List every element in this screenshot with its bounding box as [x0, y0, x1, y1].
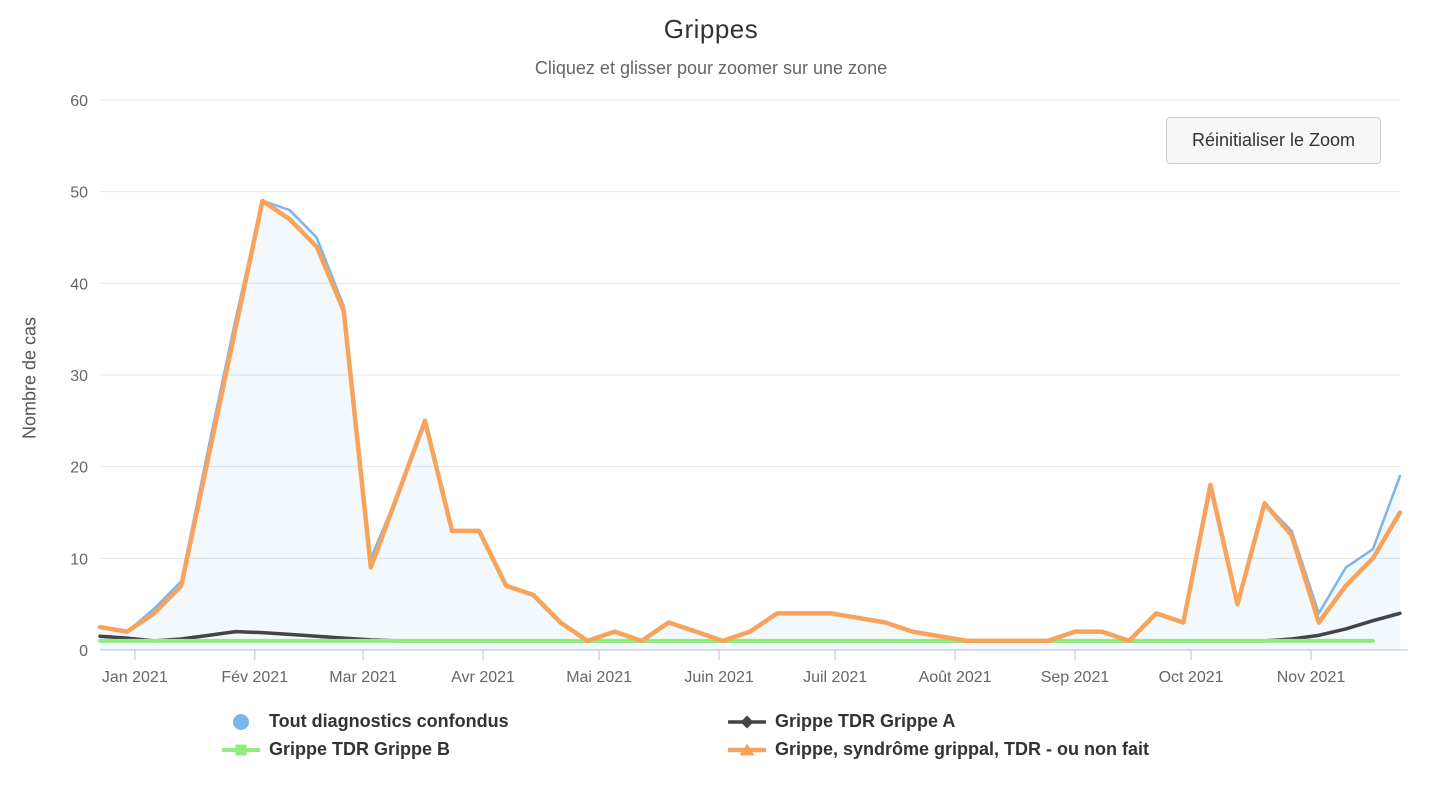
legend-item-grippe-tdr-grippe-b[interactable]: Grippe TDR Grippe B	[222, 737, 728, 762]
x-axis-tick-label: Jan 2021	[102, 669, 168, 686]
series-area-tout-diagnostics-confondus	[100, 200, 1400, 651]
x-axis-tick-label: Juin 2021	[684, 669, 753, 686]
y-axis-tick-label: 60	[70, 93, 88, 110]
x-axis-tick-label: Juil 2021	[803, 669, 867, 686]
legend: Tout diagnostics confondus Grippe TDR Gri…	[222, 709, 1149, 762]
chart-title: Grippes	[663, 14, 759, 44]
x-axis-tick-label: Nov 2021	[1277, 669, 1346, 686]
legend-item-grippe-syndr-me-grippal-tdr-ou-non-fait[interactable]: Grippe, syndrôme grippal, TDR - ou non f…	[728, 737, 1149, 762]
legend-item-grippe-tdr-grippe-a[interactable]: Grippe TDR Grippe A	[728, 709, 1149, 734]
x-axis-tick-label: Avr 2021	[451, 669, 515, 686]
y-axis-tick-label: 10	[70, 551, 88, 568]
plot-area[interactable]	[100, 100, 1400, 650]
x-axis-tick-label: Mar 2021	[329, 669, 397, 686]
reset-zoom-button[interactable]: Réinitialiser le Zoom	[1166, 117, 1381, 164]
legend-label: Grippe, syndrôme grippal, TDR - ou non f…	[775, 739, 1150, 759]
x-axis-tick-label: Fév 2021	[221, 669, 288, 686]
legend-item-tout-diagnostics-confondus[interactable]: Tout diagnostics confondus	[222, 709, 728, 734]
x-axis-tick-label: Oct 2021	[1159, 669, 1224, 686]
series-line-grippe-syndr-me-grippal-tdr-ou-non-fait[interactable]	[97, 198, 1403, 644]
plot-svg: 0 10 20 30 40 50 60 Jan 2021 Fév 2021 Mar 2021 Avr…	[70, 93, 1408, 686]
x-axis-tick-label: Sep 2021	[1041, 669, 1110, 686]
x-axis-tick-label: Août 2021	[919, 669, 992, 686]
legend-label: Grippe TDR Grippe A	[775, 711, 956, 731]
chart-subtitle: Cliquez et glisser pour zoomer sur une z…	[534, 58, 888, 78]
legend-label: Tout diagnostics confondus	[269, 711, 509, 731]
diamond-marker-icon	[728, 715, 766, 728]
y-axis-tick-label: 30	[70, 368, 88, 385]
triangle-marker-icon	[728, 743, 766, 755]
x-axis-tick-label: Mai 2021	[566, 669, 632, 686]
y-axis-tick-label: 50	[70, 185, 88, 202]
y-axis-tick-label: 20	[70, 460, 88, 477]
circle-marker-icon	[233, 713, 249, 730]
y-axis-tick-label: 0	[79, 643, 88, 660]
square-marker-icon	[222, 744, 260, 755]
y-axis-tick-label: 40	[70, 276, 88, 293]
legend-label: Grippe TDR Grippe B	[269, 739, 451, 759]
